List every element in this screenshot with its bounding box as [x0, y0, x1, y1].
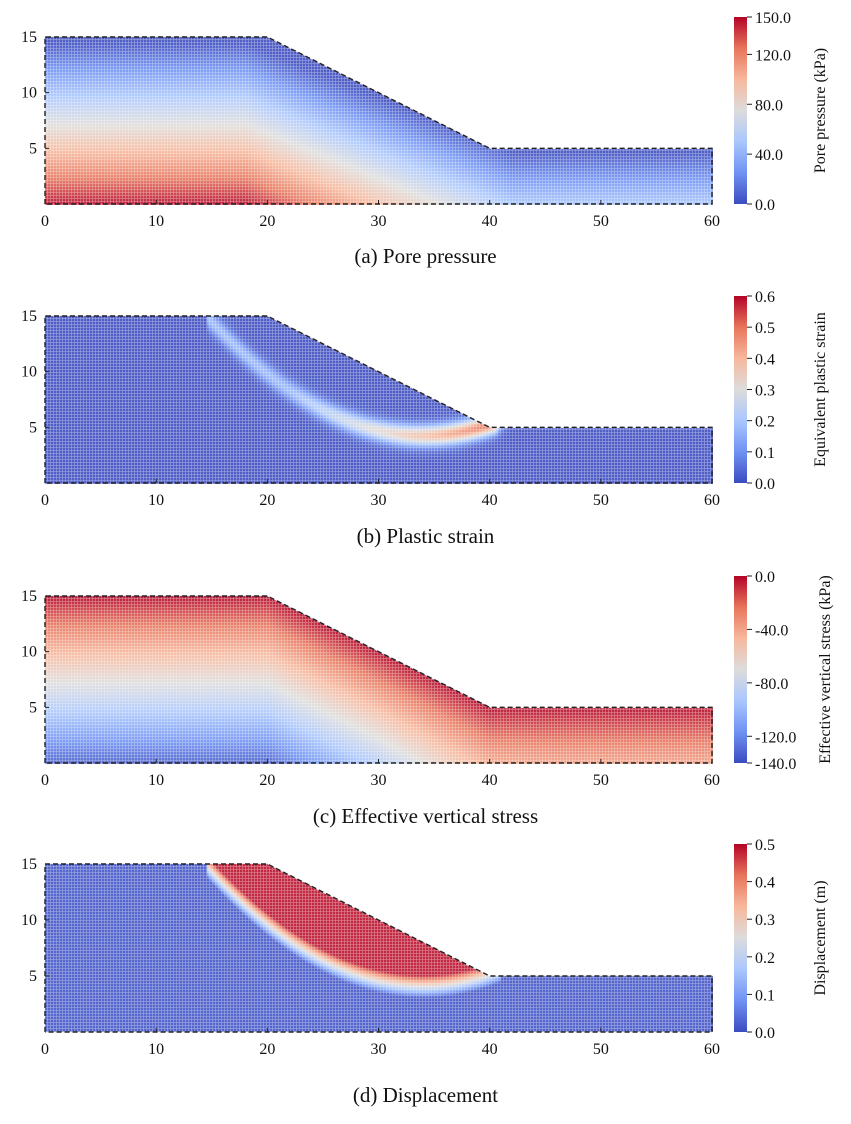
x-tick-label: 0: [41, 772, 49, 789]
x-tick-label: 30: [371, 213, 387, 230]
colorbar-tick-label: 0.0: [755, 476, 775, 493]
field-heatmap-displacement: [44, 863, 713, 1033]
y-tick-label: 10: [21, 912, 37, 929]
x-tick-label: 50: [593, 492, 609, 509]
colorbar-tick-label: 40.0: [755, 147, 783, 164]
y-tick-label: 10: [21, 85, 37, 102]
colorbar-tick-label: 0.5: [755, 837, 775, 854]
colorbar-tick-label: 0.0: [755, 569, 775, 586]
y-tick-label: 15: [21, 308, 37, 325]
x-tick-label: 0: [41, 213, 49, 230]
y-tick-label: 10: [21, 644, 37, 661]
x-tick-label: 0: [41, 492, 49, 509]
y-tick-label: 5: [29, 699, 37, 716]
y-tick-label: 10: [21, 364, 37, 381]
colorbar-title: Displacement (m): [812, 880, 829, 995]
colorbar-tick-label: 150.0: [755, 10, 791, 27]
x-tick-label: 60: [704, 1041, 720, 1058]
field-heatmap-plastic-strain: [44, 315, 713, 484]
colorbar-tick-label: -40.0: [755, 622, 788, 639]
colorbar-tick-label: -120.0: [755, 729, 796, 746]
colorbar-tick-label: 120.0: [755, 47, 791, 64]
y-tick-label: 5: [29, 140, 37, 157]
caption-effective-vertical-stress: (c) Effective vertical stress: [312, 804, 539, 828]
caption-pore-pressure: (a) Pore pressure: [354, 244, 497, 268]
colorbar-tick-label: 0.0: [755, 1025, 775, 1042]
x-tick-label: 10: [148, 1041, 164, 1058]
colorbar-tick-label: 0.2: [755, 950, 775, 967]
field-heatmap-pore-pressure: [44, 36, 713, 205]
y-tick-label: 15: [21, 29, 37, 46]
x-tick-label: 20: [259, 492, 275, 509]
x-tick-label: 60: [704, 772, 720, 789]
x-tick-label: 40: [482, 1041, 498, 1058]
colorbar-tick-label: 0.6: [755, 289, 775, 306]
x-tick-label: 10: [148, 492, 164, 509]
colorbar-title: Effective vertical stress (kPa): [817, 575, 834, 764]
colorbar-tick-label: 0.3: [755, 383, 775, 400]
colorbar: [734, 17, 747, 204]
colorbar-tick-label: 0.4: [755, 351, 775, 368]
colorbar-tick-label: 0.1: [755, 987, 775, 1004]
x-tick-label: 20: [259, 213, 275, 230]
colorbar-tick-label: 0.4: [755, 875, 775, 892]
domain-boundary: [44, 863, 713, 1033]
colorbar-tick-label: -140.0: [755, 756, 796, 773]
x-tick-label: 50: [593, 1041, 609, 1058]
x-tick-label: 30: [371, 772, 387, 789]
x-tick-label: 10: [148, 772, 164, 789]
x-tick-label: 40: [482, 492, 498, 509]
x-tick-label: 60: [704, 492, 720, 509]
colorbar-title: Pore pressure (kPa): [812, 48, 829, 173]
caption-displacement: (d) Displacement: [352, 1083, 499, 1107]
x-tick-label: 10: [148, 213, 164, 230]
caption-plastic-strain: (b) Plastic strain: [356, 524, 495, 548]
y-tick-label: 5: [29, 419, 37, 436]
colorbar-tick-label: 0.0: [755, 197, 775, 214]
colorbar-tick-label: 0.5: [755, 320, 775, 337]
y-tick-label: 15: [21, 856, 37, 873]
x-tick-label: 50: [593, 772, 609, 789]
colorbar-tick-label: 0.2: [755, 414, 775, 431]
x-tick-label: 20: [259, 772, 275, 789]
y-tick-label: 5: [29, 968, 37, 985]
x-tick-label: 60: [704, 213, 720, 230]
x-tick-label: 20: [259, 1041, 275, 1058]
field-heatmap-effective-vertical-stress: [44, 595, 713, 764]
colorbar-tick-label: 80.0: [755, 97, 783, 114]
y-tick-label: 15: [21, 588, 37, 605]
x-tick-label: 30: [371, 1041, 387, 1058]
x-tick-label: 40: [482, 213, 498, 230]
x-tick-label: 40: [482, 772, 498, 789]
colorbar-tick-label: 0.1: [755, 445, 775, 462]
colorbar: [734, 296, 747, 483]
colorbar-title: Equivalent plastic strain: [812, 312, 829, 467]
x-tick-label: 50: [593, 213, 609, 230]
colorbar-tick-label: -80.0: [755, 676, 788, 693]
colorbar: [734, 844, 747, 1032]
x-tick-label: 30: [371, 492, 387, 509]
x-tick-label: 0: [41, 1041, 49, 1058]
colorbar-tick-label: 0.3: [755, 912, 775, 929]
colorbar: [734, 576, 747, 763]
